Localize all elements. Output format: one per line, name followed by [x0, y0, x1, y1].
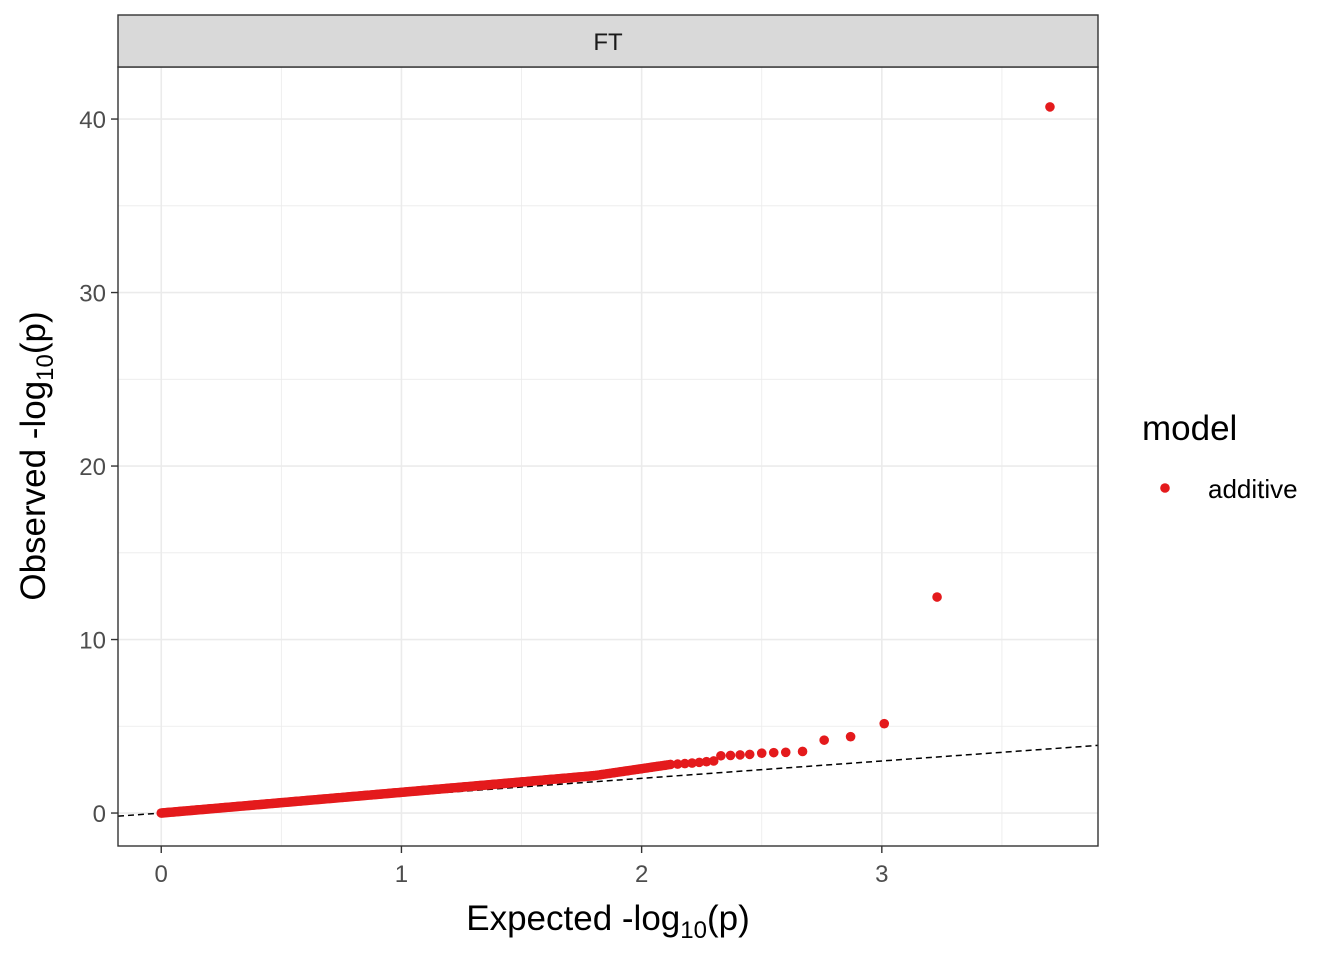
data-point [672, 759, 683, 769]
data-point [879, 718, 890, 729]
data-point [932, 592, 942, 602]
y-axis-title-subscript: 10 [32, 354, 59, 381]
x-axis-tick-label: 1 [395, 861, 408, 888]
legend-label-additive: additive [1208, 474, 1298, 504]
y-axis-tick-label: 40 [79, 107, 106, 134]
facet-strip-label: FT [593, 29, 623, 56]
grid-major [118, 67, 1098, 846]
x-axis-title-suffix: (p) [707, 899, 750, 938]
data-point [708, 756, 719, 766]
y-axis-title-suffix: (p) [14, 311, 53, 354]
y-axis-tick-label: 30 [79, 281, 106, 308]
y-axis: 0 10 20 30 40 [79, 107, 118, 828]
y-axis-title: Observed -log10(p) [14, 311, 59, 600]
x-axis-tick-label: 0 [155, 861, 168, 888]
x-axis-tick-label: 3 [875, 861, 888, 888]
y-axis-title-main: Observed -log [14, 381, 53, 601]
y-axis-tick-label: 0 [93, 801, 106, 828]
data-point [744, 749, 755, 760]
x-axis-tick-label: 2 [635, 861, 648, 888]
data-point [716, 750, 726, 761]
data-point [694, 757, 705, 768]
data-point [735, 750, 745, 760]
y-axis-tick-label: 20 [79, 454, 106, 481]
data-point [845, 731, 856, 742]
data-point [768, 747, 779, 758]
grid-minor [118, 67, 1098, 846]
legend: model additive [1142, 409, 1298, 504]
legend-key-additive [1160, 483, 1170, 493]
data-point [1045, 102, 1055, 112]
data-points [156, 102, 1055, 818]
facet-strip [117, 14, 1099, 68]
x-axis-title: Expected -log10(p) [466, 899, 750, 944]
data-point [756, 748, 767, 758]
data-point [687, 758, 697, 768]
data-point [725, 750, 736, 761]
data-point [680, 758, 690, 769]
data-point [665, 759, 676, 770]
x-axis-title-main: Expected -log [466, 899, 680, 938]
x-axis: 0 1 2 3 [155, 846, 889, 888]
panel-background [118, 67, 1098, 846]
data-point [797, 746, 808, 757]
y-axis-tick-label: 10 [79, 628, 106, 655]
data-point [780, 747, 791, 758]
data-point [701, 756, 712, 767]
data-point [819, 735, 829, 745]
x-axis-title-subscript: 10 [680, 917, 707, 944]
legend-title: model [1142, 409, 1237, 448]
